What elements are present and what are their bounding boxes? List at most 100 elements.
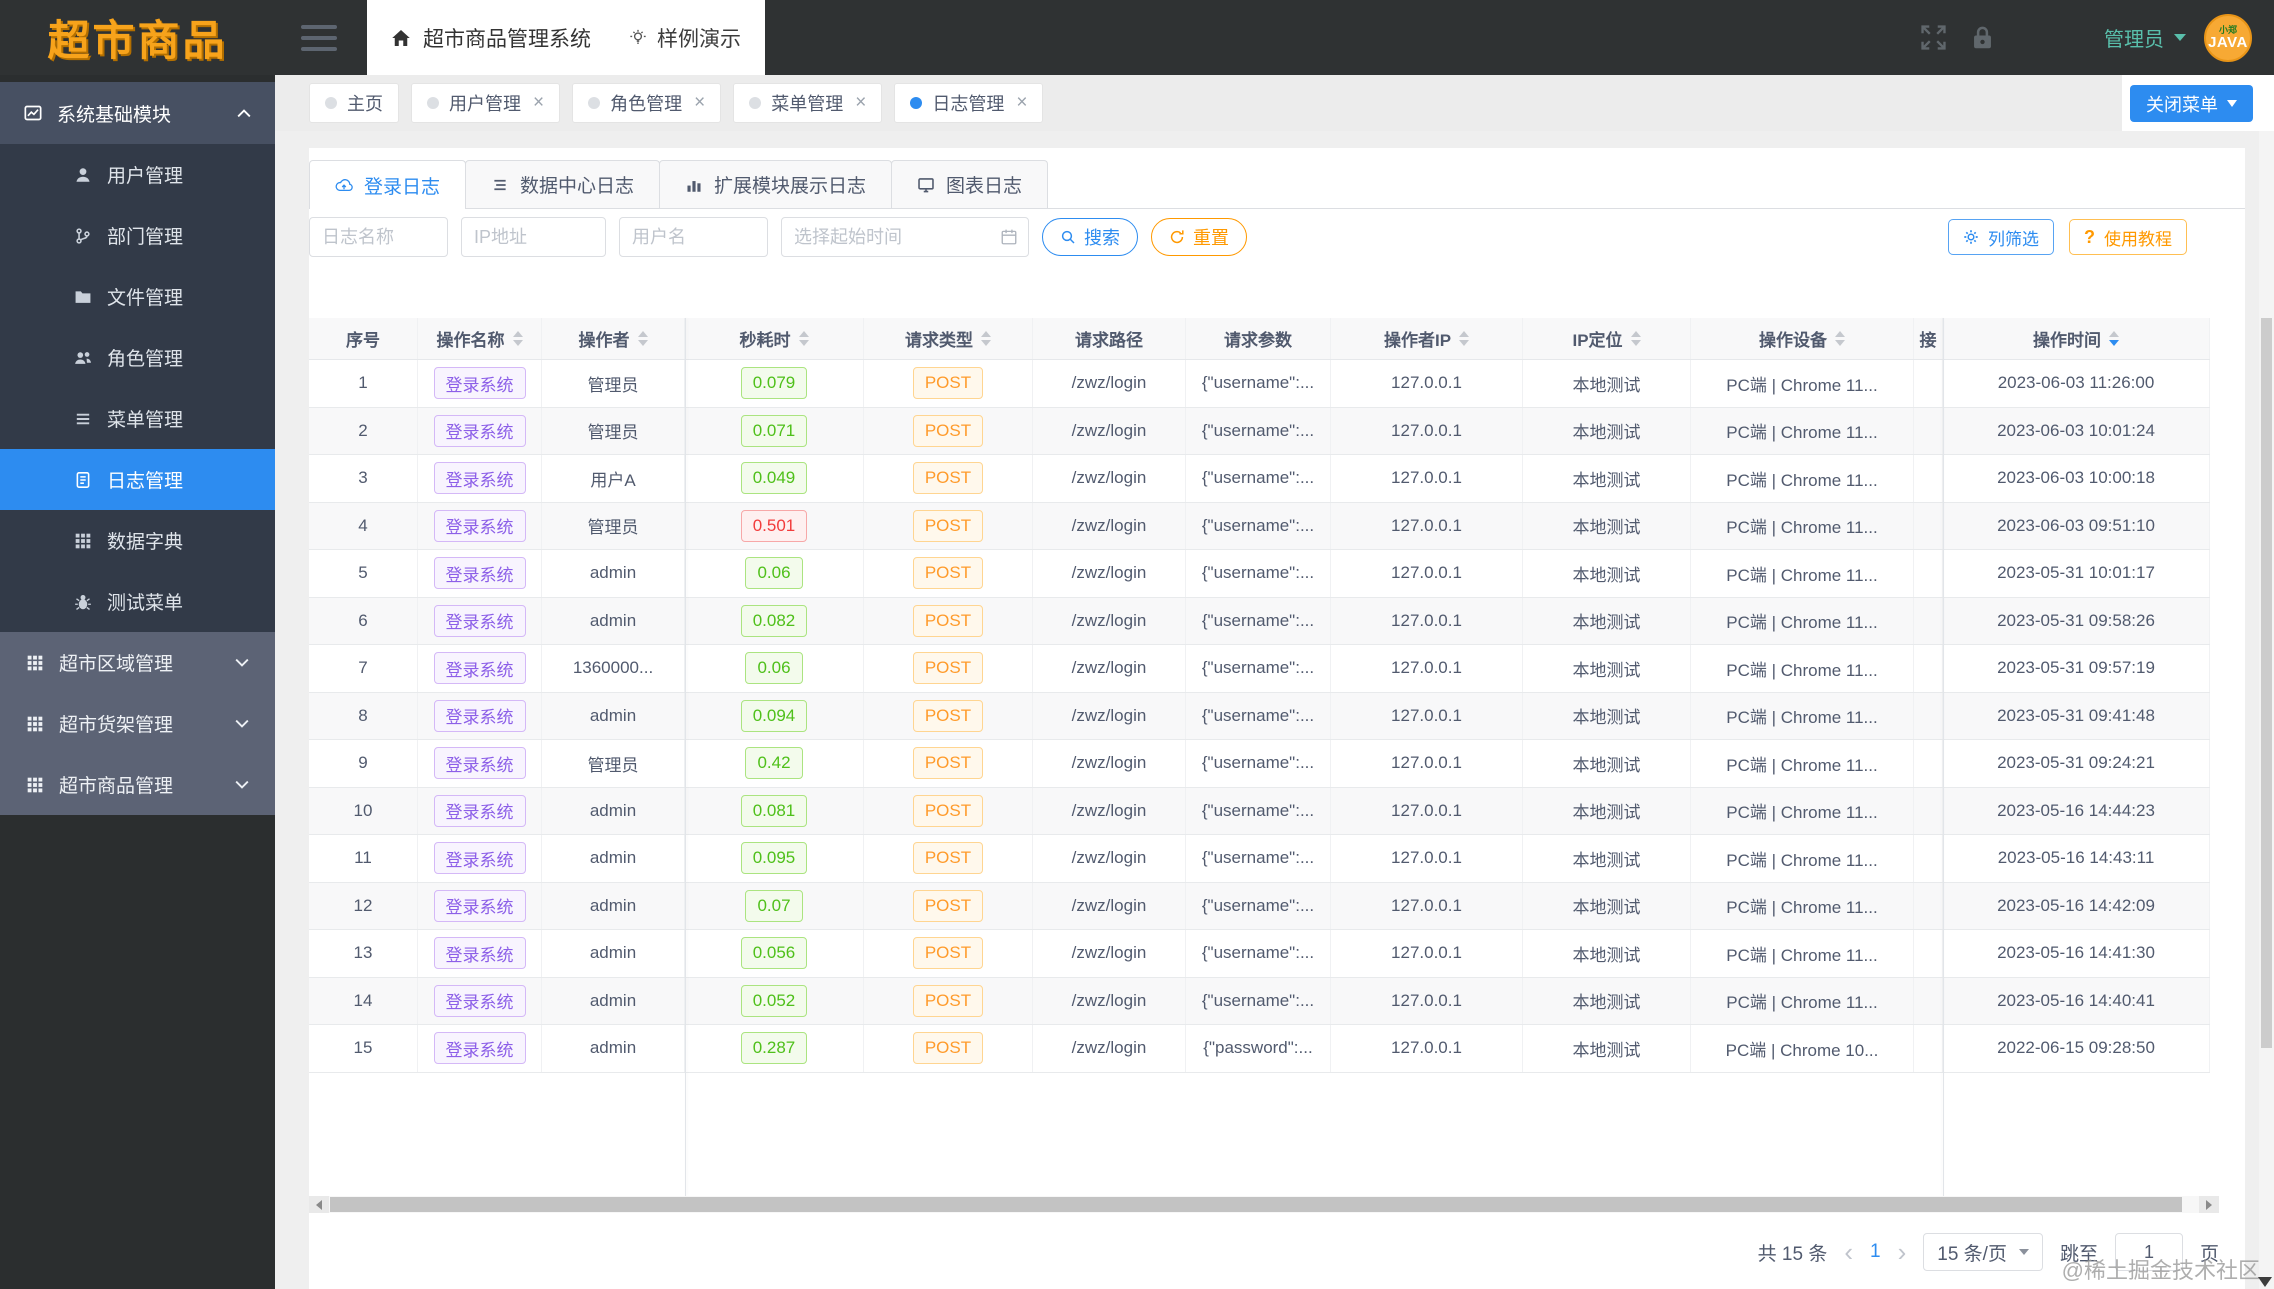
sidebar-section-system-base[interactable]: 系统基础模块 <box>0 82 275 144</box>
sidebar-group-market-shelf[interactable]: 超市货架管理 <box>0 693 275 754</box>
sort-carets-icon[interactable] <box>981 331 991 346</box>
search-button[interactable]: 搜索 <box>1042 218 1138 256</box>
next-page-button[interactable]: › <box>1897 1237 1907 1267</box>
avatar[interactable]: 小郑 JAVA <box>2204 13 2252 62</box>
fullscreen-icon[interactable] <box>1920 24 1947 51</box>
scroll-right-button[interactable] <box>2199 1196 2219 1213</box>
scrollbar-thumb[interactable] <box>330 1197 2182 1212</box>
column-header-seconds[interactable]: 秒耗时 <box>685 318 864 359</box>
scroll-left-button[interactable] <box>309 1196 329 1213</box>
sidebar-group-market-area[interactable]: 超市区域管理 <box>0 632 275 693</box>
table-row: 2 登录系统 管理员 0.071 POST/zwz/login {"username":.… <box>309 407 2210 455</box>
tab-ext-module-log[interactable]: 扩展模块展示日志 <box>659 160 893 208</box>
avatar-text-top: 小郑 <box>2218 24 2237 35</box>
bar-chart-icon <box>685 176 703 194</box>
start-time-picker[interactable] <box>781 217 1029 257</box>
cell-trunc <box>1914 360 1943 407</box>
cell-seconds: 0.081 <box>685 787 864 834</box>
close-menu-button[interactable]: 关闭菜单 <box>2130 85 2253 122</box>
tutorial-label: 使用教程 <box>2104 229 2172 249</box>
sidebar-item-log-mgmt[interactable]: 日志管理 <box>0 449 275 510</box>
sort-desc-icon <box>637 340 648 346</box>
column-header-action[interactable]: 操作名称 <box>418 318 542 359</box>
tab-chip-menu-mgmt[interactable]: 菜单管理 × <box>733 83 883 123</box>
sort-carets-icon[interactable] <box>1630 331 1641 346</box>
top-bar: 超市商品管理系统 样例演示 管理员 小郑 JAVA <box>275 0 2274 75</box>
user-menu[interactable]: 管理员 <box>2104 23 2186 52</box>
sidebar-item-test-menu[interactable]: 测试菜单 <box>0 571 275 632</box>
jump-label: 跳至 <box>2059 1243 2098 1265</box>
sort-asc-icon <box>981 331 991 337</box>
top-nav-home[interactable]: 超市商品管理系统 <box>391 23 591 53</box>
cell-time: 2023-06-03 10:00:18 <box>1943 455 2210 502</box>
cell-location: 本地测试 <box>1523 977 1691 1024</box>
top-nav-demo[interactable]: 样例演示 <box>629 23 741 53</box>
horizontal-scrollbar[interactable] <box>309 1196 2219 1213</box>
cell-time: 2023-05-31 10:01:17 <box>1943 550 2210 597</box>
tab-chip-role-mgmt[interactable]: 角色管理 × <box>572 83 722 123</box>
column-header-ip[interactable]: 操作者IP <box>1331 318 1523 359</box>
tab-chip-log-mgmt[interactable]: 日志管理 × <box>894 83 1044 123</box>
username-input[interactable] <box>619 217 768 257</box>
cell-params: {"username":... <box>1186 740 1331 787</box>
lock-icon[interactable] <box>1969 24 1996 51</box>
reset-button[interactable]: 重置 <box>1151 218 1247 256</box>
cell-ip: 127.0.0.1 <box>1331 882 1523 929</box>
cell-operator: admin <box>542 692 685 739</box>
hamburger-menu-icon[interactable] <box>301 24 337 51</box>
sidebar-item-menu-mgmt[interactable]: 菜单管理 <box>0 388 275 449</box>
tab-chip-home[interactable]: 主页 <box>309 83 399 123</box>
sidebar-item-role-mgmt[interactable]: 角色管理 <box>0 327 275 388</box>
cell-trunc <box>1914 455 1943 502</box>
column-header-time[interactable]: 操作时间 <box>1943 318 2210 359</box>
sidebar-item-label: 测试菜单 <box>107 593 184 614</box>
sort-carets-icon[interactable] <box>637 331 648 346</box>
start-time-input[interactable] <box>781 217 1029 257</box>
close-icon[interactable]: × <box>694 92 706 113</box>
demo-label: 样例演示 <box>657 27 741 51</box>
method-badge: POST <box>912 984 984 1017</box>
column-header-device[interactable]: 操作设备 <box>1691 318 1914 359</box>
tab-chip-label: 菜单管理 <box>771 94 844 114</box>
sidebar-item-file-mgmt[interactable]: 文件管理 <box>0 266 275 327</box>
ip-address-input[interactable] <box>461 217 606 257</box>
tab-chip-user-mgmt[interactable]: 用户管理 × <box>411 83 561 123</box>
cell-path: /zwz/login <box>1033 882 1186 929</box>
sidebar-group-market-goods[interactable]: 超市商品管理 <box>0 754 275 815</box>
prev-page-button[interactable]: ‹ <box>1844 1237 1854 1267</box>
log-name-input[interactable] <box>309 217 448 257</box>
sidebar-item-dept-mgmt[interactable]: 部门管理 <box>0 205 275 266</box>
seconds-badge: 0.082 <box>740 604 808 637</box>
column-label: 操作者 <box>578 331 630 350</box>
vertical-scrollbar[interactable] <box>2259 131 2274 1289</box>
column-label: 请求参数 <box>1224 331 1292 350</box>
sort-carets-icon[interactable] <box>798 331 809 346</box>
cell-location: 本地测试 <box>1523 360 1691 407</box>
page-size-select[interactable]: 15 条/页 <box>1923 1233 2043 1271</box>
column-header-location[interactable]: IP定位 <box>1523 318 1691 359</box>
tab-chart-log[interactable]: 图表日志 <box>891 160 1049 208</box>
column-header-method[interactable]: 请求类型 <box>864 318 1033 359</box>
close-icon[interactable]: × <box>1016 92 1028 113</box>
sort-carets-icon[interactable] <box>1835 331 1845 346</box>
table-body: 1 登录系统 管理员 0.079 POST/zwz/login {"username":.… <box>309 360 2210 1073</box>
column-header-operator[interactable]: 操作者 <box>542 318 685 359</box>
close-menu-label: 关闭菜单 <box>2146 94 2218 115</box>
sort-carets-icon[interactable] <box>512 331 523 346</box>
cell-index: 7 <box>309 645 418 692</box>
sidebar-item-user-mgmt[interactable]: 用户管理 <box>0 144 275 205</box>
close-icon[interactable]: × <box>855 92 867 113</box>
cell-trunc <box>1914 930 1943 977</box>
sort-carets-icon[interactable] <box>1459 331 1470 346</box>
tutorial-button[interactable]: ? 使用教程 <box>2069 219 2187 255</box>
tab-login-log[interactable]: 登录日志 <box>309 160 467 209</box>
log-tab-label: 登录日志 <box>364 176 441 198</box>
close-icon[interactable]: × <box>533 92 545 113</box>
scrollbar-thumb[interactable] <box>2261 318 2272 1048</box>
tab-data-center-log[interactable]: 数据中心日志 <box>465 160 661 208</box>
sort-carets-icon[interactable] <box>2109 331 2119 346</box>
jump-page-input[interactable] <box>2114 1233 2183 1271</box>
current-page[interactable]: 1 <box>1870 1241 1881 1262</box>
sidebar-item-data-dict[interactable]: 数据字典 <box>0 510 275 571</box>
column-filter-button[interactable]: 列筛选 <box>1948 219 2054 255</box>
